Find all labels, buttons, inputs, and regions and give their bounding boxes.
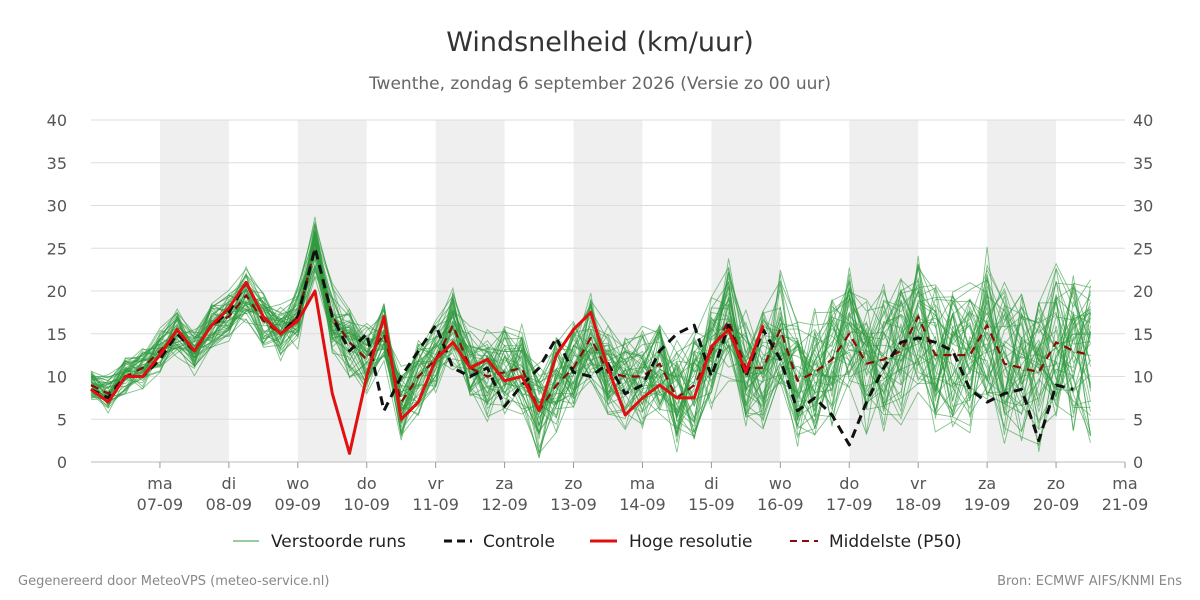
x-tick-day: wo	[769, 474, 792, 493]
y-tick-right: 30	[1133, 197, 1153, 216]
ensemble-run	[90, 241, 1091, 430]
x-tick-date: 14-09	[619, 495, 666, 514]
y-tick-left: 15	[47, 325, 67, 344]
x-tick-day: za	[495, 474, 513, 493]
x-tick-date: 18-09	[895, 495, 942, 514]
ensemble-run	[90, 247, 1091, 459]
y-tick-right: 25	[1133, 239, 1153, 258]
legend-label-hires: Hoge resolutie	[629, 532, 753, 552]
y-tick-right: 40	[1133, 111, 1153, 130]
legend-label-ensemble: Verstoorde runs	[271, 532, 406, 552]
x-tick-day: do	[839, 474, 859, 493]
chart-title: Windsnelheid (km/uur)	[446, 27, 754, 58]
ensemble-run	[90, 242, 1091, 454]
x-tick-date: 12-09	[481, 495, 528, 514]
x-tick-date: 21-09	[1102, 495, 1149, 514]
hires-line	[90, 280, 765, 455]
x-tick-day: vr	[910, 474, 926, 493]
y-axis-right: 0 5 10 15 20 25 30 35 40	[1133, 111, 1153, 472]
y-tick-right: 10	[1133, 368, 1153, 387]
x-tick-date: 08-09	[206, 495, 253, 514]
y-tick-left: 35	[47, 154, 67, 173]
y-tick-right: 15	[1133, 325, 1153, 344]
footer-source: Bron: ECMWF AIFS/KNMI Ens	[997, 574, 1182, 589]
legend-label-control: Controle	[483, 532, 555, 552]
y-tick-right: 5	[1133, 410, 1143, 429]
x-tick-day: di	[704, 474, 719, 493]
x-tick-date: 07-09	[137, 495, 184, 514]
y-tick-left: 0	[57, 453, 67, 472]
p50-line	[90, 247, 1091, 412]
y-axis-left: 0 5 10 15 20 25 30 35 40	[47, 111, 67, 472]
y-tick-left: 5	[57, 410, 67, 429]
x-tick-date: 09-09	[275, 495, 322, 514]
y-tick-left: 25	[47, 239, 67, 258]
x-tick-date: 20-09	[1033, 495, 1080, 514]
x-tick-day: vr	[428, 474, 444, 493]
y-tick-left: 20	[47, 282, 67, 301]
main-series	[90, 246, 1091, 455]
footer-generator: Gegenereerd door MeteoVPS (meteo-service…	[18, 574, 329, 589]
legend-label-p50: Middelste (P50)	[829, 532, 962, 552]
y-tick-left: 10	[47, 368, 67, 387]
ensemble-run	[90, 233, 1091, 459]
x-tick-day: ma	[630, 474, 655, 493]
y-tick-left: 30	[47, 197, 67, 216]
x-tick-date: 11-09	[412, 495, 459, 514]
x-tick-day: za	[978, 474, 996, 493]
x-tick-date: 19-09	[964, 495, 1011, 514]
ensemble-run	[90, 234, 1091, 424]
x-tick-date: 15-09	[688, 495, 735, 514]
ensemble-run	[90, 227, 1091, 419]
control-line	[90, 246, 1074, 447]
x-tick-day: ma	[147, 474, 172, 493]
y-tick-right: 35	[1133, 154, 1153, 173]
ensemble-run	[90, 232, 1091, 430]
legend: Verstoorde runs Controle Hoge resolutie …	[233, 532, 962, 552]
x-tick-day: ma	[1112, 474, 1137, 493]
y-tick-right: 20	[1133, 282, 1153, 301]
x-tick-day: wo	[286, 474, 309, 493]
x-axis: ma 07-09 di 08-09 wo 09-09 do 10-09 vr 11-09 za 12-…	[137, 462, 1149, 514]
x-tick-date: 13-09	[550, 495, 597, 514]
x-tick-day: di	[222, 474, 237, 493]
x-tick-day: zo	[564, 474, 582, 493]
ensemble-run	[90, 232, 1091, 446]
x-tick-day: do	[357, 474, 377, 493]
x-tick-date: 16-09	[757, 495, 804, 514]
x-tick-date: 10-09	[343, 495, 390, 514]
y-tick-right: 0	[1133, 453, 1143, 472]
x-tick-day: zo	[1047, 474, 1065, 493]
x-tick-date: 17-09	[826, 495, 873, 514]
y-tick-left: 40	[47, 111, 67, 130]
chart-subtitle: Twenthe, zondag 6 september 2026 (Versie…	[368, 74, 831, 94]
ensemble-run	[90, 239, 1091, 437]
ensemble-run	[90, 252, 1091, 454]
